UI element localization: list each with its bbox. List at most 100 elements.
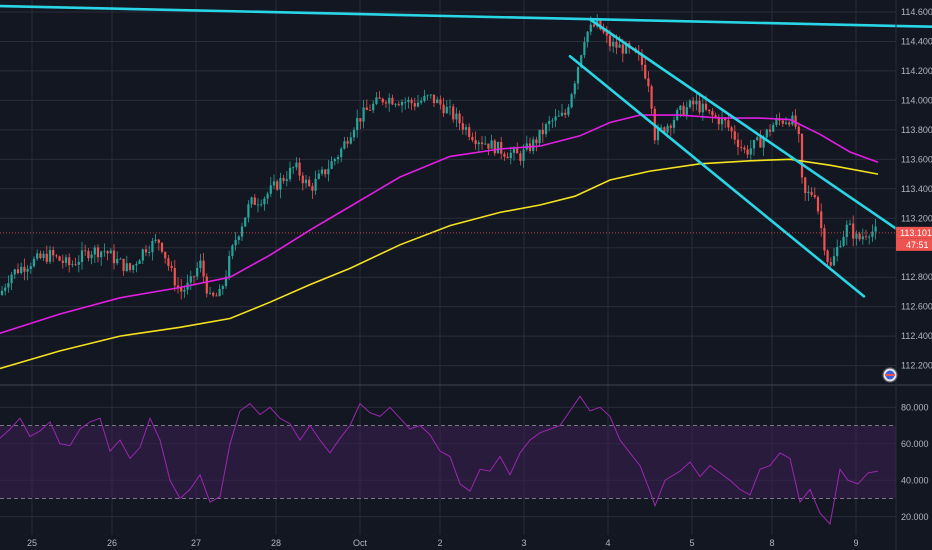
time-tick-label: 5	[689, 538, 694, 548]
candle-body	[842, 236, 845, 246]
candle-body	[192, 276, 196, 278]
time-tick-label: 25	[27, 538, 37, 548]
candle-body	[442, 104, 445, 114]
candle-body	[151, 240, 154, 253]
candle-body	[698, 100, 701, 113]
candle-body	[717, 116, 720, 125]
candle-body	[244, 217, 247, 227]
candle-body	[58, 256, 61, 261]
candle-body	[820, 211, 823, 229]
candle-body	[356, 118, 359, 130]
candle-body	[807, 191, 810, 194]
moving-averages	[0, 114, 879, 370]
candle-body	[596, 18, 599, 27]
candle-body	[544, 124, 548, 135]
time-tick-label: Oct	[353, 538, 368, 548]
candle-body	[298, 162, 301, 176]
candle-body	[692, 100, 695, 105]
time-tick-label: 27	[191, 538, 201, 548]
candle-body	[266, 193, 269, 199]
candle-body	[554, 116, 557, 121]
candle-body	[685, 107, 688, 116]
candle-body	[775, 118, 778, 125]
candle-body	[749, 148, 752, 155]
candle-body	[384, 102, 388, 104]
candle-body	[269, 185, 272, 194]
time-tick-label: 9	[853, 538, 858, 548]
candle-body	[330, 161, 333, 169]
candle-body	[276, 181, 279, 190]
candle-body	[199, 260, 202, 268]
candle-body	[522, 149, 525, 161]
candle-body	[458, 113, 461, 124]
candle-body	[340, 148, 343, 158]
candle-body	[36, 253, 39, 259]
candle-body	[490, 140, 493, 149]
candle-body	[464, 127, 468, 130]
candle-body	[560, 112, 564, 116]
candle-body	[647, 78, 650, 87]
candle-body	[794, 115, 797, 127]
candle-body	[148, 252, 151, 253]
candle-body	[7, 283, 10, 288]
flag-icon[interactable]	[882, 367, 898, 383]
candle-body	[301, 175, 304, 184]
candle-body	[871, 231, 874, 237]
candle-body	[141, 249, 144, 261]
candle-body	[570, 94, 573, 108]
time-axis[interactable]: 25 26 27 28 Oct 2 3 4 5 8 9	[27, 538, 859, 548]
candle-body	[157, 239, 160, 243]
candle-body	[234, 239, 237, 246]
candle-body	[679, 105, 682, 110]
candle-body	[621, 44, 624, 54]
candle-body	[135, 263, 138, 266]
candle-body	[800, 133, 804, 178]
candle-body	[327, 168, 330, 175]
candle-body	[743, 147, 746, 150]
candle-body	[592, 24, 596, 27]
candle-body	[144, 249, 148, 253]
trendline[interactable]	[0, 4, 932, 29]
trendline[interactable]	[568, 54, 866, 298]
candle-body	[720, 118, 724, 125]
candle-body	[391, 97, 394, 105]
trendline[interactable]	[588, 18, 898, 230]
candle-body	[708, 109, 711, 112]
candle-body	[352, 129, 356, 138]
candle-body	[567, 107, 570, 115]
price-tick-label: 114.600	[901, 7, 932, 17]
candle-body	[336, 157, 340, 160]
candle-body	[580, 55, 583, 68]
candle-body	[765, 129, 768, 138]
price-tick-label: 114.400	[901, 36, 932, 46]
rsi-tick-label: 60.000	[901, 439, 929, 449]
time-tick-label: 26	[107, 538, 117, 548]
candle-body	[96, 247, 100, 258]
price-tick-label: 112.400	[901, 331, 932, 341]
candle-body	[349, 137, 352, 144]
candle-body	[845, 224, 848, 237]
candle-body	[42, 253, 45, 259]
candle-body	[672, 119, 676, 128]
candle-body	[231, 245, 234, 257]
price-tick-label: 113.800	[901, 125, 932, 135]
candle-body	[615, 42, 618, 48]
price-tick-label: 112.600	[901, 302, 932, 312]
candle-body	[612, 42, 615, 47]
candle-body	[452, 106, 455, 120]
candle-body	[23, 266, 26, 272]
candle-body	[272, 181, 276, 186]
candle-body	[359, 118, 362, 122]
candle-body	[471, 136, 474, 141]
candle-body	[423, 95, 426, 101]
trendlines[interactable]	[0, 4, 932, 298]
candle-body	[138, 260, 141, 264]
candle-body	[122, 258, 125, 271]
candle-body	[320, 169, 324, 174]
candle-body	[858, 233, 861, 240]
time-tick-label: 2	[437, 538, 442, 548]
candle-body	[173, 267, 176, 286]
candle-body	[333, 159, 336, 162]
rsi-axis[interactable]: 80.000 60.000 40.000 20.000	[901, 402, 929, 522]
